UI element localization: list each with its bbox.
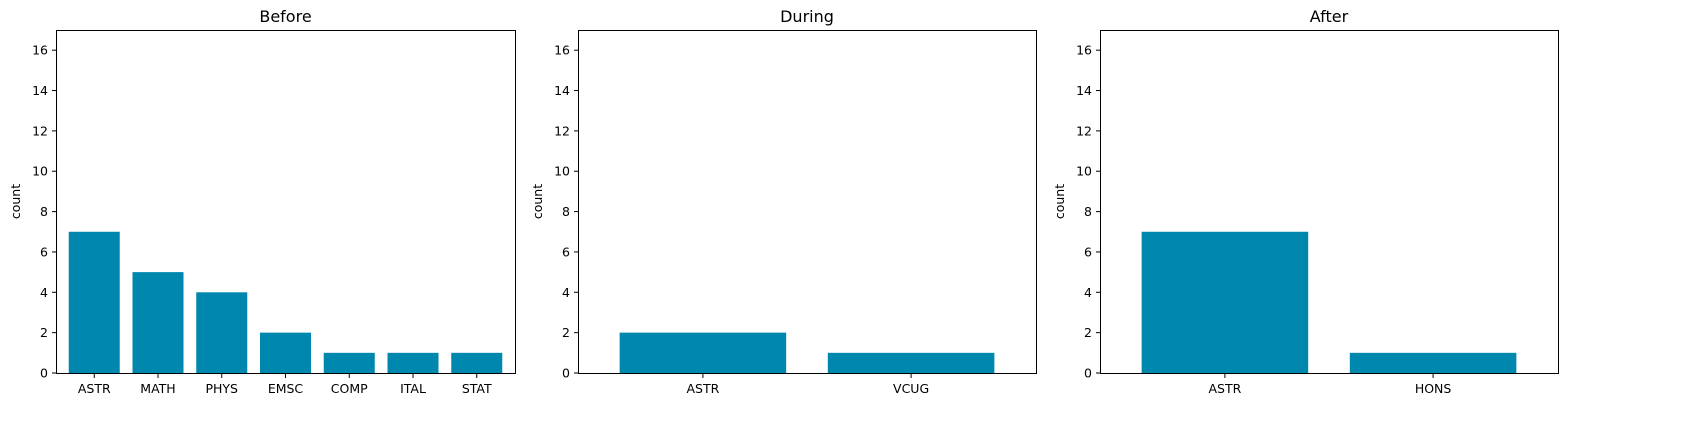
y-tick-label: 6 (1084, 244, 1092, 259)
y-tick-label: 4 (562, 285, 570, 300)
chart-title: Before (259, 7, 311, 26)
y-tick-label: 6 (40, 244, 48, 259)
y-tick-label: 6 (562, 244, 570, 259)
y-tick-label: 14 (1076, 83, 1092, 98)
bar-vcug (827, 352, 995, 373)
bar-astr (1141, 231, 1309, 373)
x-tick-label: STAT (462, 381, 492, 396)
y-tick-label: 4 (1084, 285, 1092, 300)
y-tick-label: 8 (40, 204, 48, 219)
chart-panel-0: Before ASTR MATH PHYS EMSC COMP ITAL STAT 0 2 4 6 8 1… (8, 7, 516, 396)
chart-title: During (780, 7, 834, 26)
plot-frame (578, 30, 1037, 374)
y-tick-label: 10 (554, 164, 570, 179)
y-tick-label: 8 (562, 204, 570, 219)
bar-astr (68, 231, 120, 373)
bar-phys (196, 292, 248, 373)
x-tick-label: VCUG (893, 381, 929, 396)
y-tick-label: 0 (1084, 366, 1092, 381)
bar-hons (1349, 352, 1517, 373)
chart-panel-1: During ASTR VCUG 0 2 4 6 8 10 12 14 16 count (530, 7, 1037, 396)
y-tick-label: 12 (554, 123, 570, 138)
y-axis-label: count (8, 184, 23, 219)
y-tick-label: 4 (40, 285, 48, 300)
y-tick-label: 12 (1076, 123, 1092, 138)
y-tick-label: 2 (1084, 325, 1092, 340)
x-tick-label: PHYS (205, 381, 238, 396)
y-tick-label: 2 (40, 325, 48, 340)
bar-emsc (260, 332, 311, 373)
bar-ital (387, 352, 439, 373)
chart-panel-2: After ASTR HONS 0 2 4 6 8 10 12 14 16 count (1052, 7, 1559, 396)
x-tick-label: ASTR (1209, 381, 1242, 396)
y-tick-label: 12 (32, 123, 48, 138)
bar-math (132, 272, 184, 373)
y-tick-label: 8 (1084, 204, 1092, 219)
plot-frame (56, 30, 516, 374)
y-tick-label: 14 (32, 83, 48, 98)
chart-title: After (1310, 7, 1349, 26)
x-tick-label: ASTR (78, 381, 111, 396)
y-tick-label: 10 (32, 164, 48, 179)
x-tick-label: HONS (1415, 381, 1452, 396)
x-tick-label: MATH (140, 381, 175, 396)
y-tick-label: 16 (1076, 43, 1092, 58)
x-tick-label: ASTR (687, 381, 720, 396)
y-tick-label: 0 (40, 366, 48, 381)
y-axis-label: count (530, 184, 545, 219)
y-tick-label: 16 (554, 43, 570, 58)
plot-frame (1100, 30, 1559, 374)
y-tick-label: 14 (554, 83, 570, 98)
y-axis-label: count (1052, 184, 1067, 219)
x-tick-label: COMP (331, 381, 368, 396)
y-tick-label: 0 (562, 366, 570, 381)
y-tick-label: 2 (562, 325, 570, 340)
bar-stat (451, 352, 503, 373)
x-tick-label: ITAL (400, 381, 426, 396)
x-tick-label: EMSC (268, 381, 304, 396)
y-tick-label: 16 (32, 43, 48, 58)
y-tick-label: 10 (1076, 164, 1092, 179)
bar-astr (619, 332, 787, 373)
bar-comp (323, 352, 375, 373)
